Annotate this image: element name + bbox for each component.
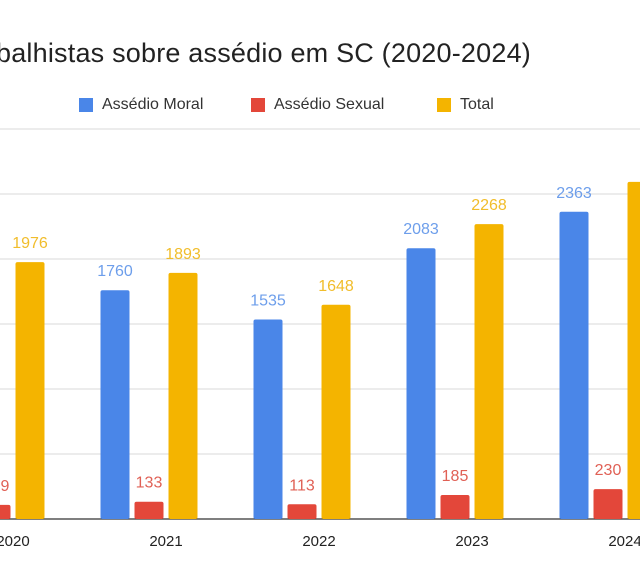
data-label-total-2021: 1893 — [165, 246, 201, 263]
bar-assedio-moral-2023 — [406, 248, 436, 519]
legend-swatch-total — [437, 98, 451, 112]
legend-swatch-assedio-sexual — [251, 98, 265, 112]
legend-label-total: Total — [460, 96, 494, 113]
data-label-total-2020: 1976 — [12, 235, 48, 252]
legend-item-assedio-moral: Assédio Moral — [79, 93, 203, 117]
x-tick-label-2024: 2024 — [608, 533, 640, 550]
bar-assedio-sexual-2024 — [593, 489, 623, 519]
legend: Assédio Moral Assédio Sexual Total — [0, 93, 640, 117]
data-label-total-2022: 1648 — [318, 278, 354, 295]
legend-item-assedio-sexual: Assédio Sexual — [251, 93, 384, 117]
data-labels: 1760 1535 2083 2363 109 133 113 185 230 1976 1893 1… — [0, 185, 621, 495]
x-tick-label-2023: 2023 — [455, 533, 488, 550]
data-label-assedio-sexual-2021: 133 — [136, 475, 163, 492]
data-label-assedio-sexual-2020: 109 — [0, 478, 9, 495]
bars — [0, 181, 640, 519]
data-label-assedio-sexual-2023: 185 — [442, 468, 469, 485]
legend-item-total: Total — [437, 93, 494, 117]
data-label-total-2023: 2268 — [471, 197, 507, 214]
legend-label-assedio-sexual: Assédio Sexual — [274, 96, 385, 113]
data-label-assedio-sexual-2024: 230 — [595, 462, 622, 479]
bar-assedio-sexual-2022 — [287, 504, 317, 519]
x-tick-label-2022: 2022 — [302, 533, 335, 550]
data-label-assedio-moral-2023: 2083 — [403, 221, 439, 238]
data-label-assedio-sexual-2022: 113 — [289, 477, 315, 494]
x-tick-label-2020: 2020 — [0, 533, 30, 550]
bar-total-2020 — [15, 262, 45, 519]
data-label-assedio-moral-2024: 2363 — [556, 185, 592, 202]
data-label-assedio-moral-2021: 1760 — [97, 263, 133, 280]
chart-title: balhistas sobre assédio em SC (2020-2024… — [0, 38, 531, 68]
bar-total-2024 — [627, 181, 640, 519]
bar-total-2022 — [321, 304, 351, 519]
gridlines — [0, 128, 640, 520]
legend-label-assedio-moral: Assédio Moral — [102, 96, 204, 113]
bar-total-2021 — [168, 272, 198, 519]
x-tick-label-2021: 2021 — [149, 533, 182, 550]
bar-assedio-sexual-2023 — [440, 494, 470, 519]
legend-swatch-assedio-moral — [79, 98, 93, 112]
data-label-assedio-moral-2022: 1535 — [250, 292, 286, 309]
bar-assedio-sexual-2020 — [0, 504, 11, 519]
bar-total-2023 — [474, 224, 504, 519]
bar-assedio-sexual-2021 — [134, 501, 164, 519]
bar-assedio-moral-2024 — [559, 211, 589, 519]
bar-assedio-moral-2022 — [253, 319, 283, 519]
bar-assedio-moral-2021 — [100, 290, 130, 519]
x-axis-ticks: 2020 2021 2022 2023 2024 — [0, 533, 640, 550]
